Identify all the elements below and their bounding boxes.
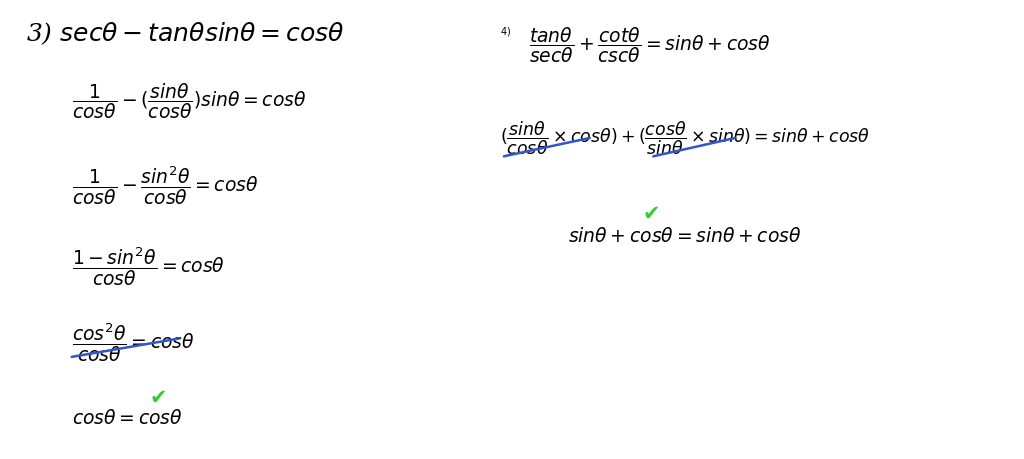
Text: $_{{4)}}$: $_{{4)}}$ bbox=[500, 25, 511, 39]
Text: $cos\theta = cos\theta$: $cos\theta = cos\theta$ bbox=[72, 408, 182, 427]
Text: $\dfrac{tan\theta}{sec\theta} + \dfrac{cot\theta}{csc\theta} = sin\theta + cos\t: $\dfrac{tan\theta}{sec\theta} + \dfrac{c… bbox=[529, 25, 771, 65]
Text: $\dfrac{cos^2\theta}{cos\theta} = cos\theta$: $\dfrac{cos^2\theta}{cos\theta} = cos\th… bbox=[72, 321, 195, 363]
Text: ✔: ✔ bbox=[642, 203, 660, 224]
Text: $\dfrac{1}{cos\theta} - (\dfrac{sin\theta}{cos\theta})sin\theta = cos\theta$: $\dfrac{1}{cos\theta} - (\dfrac{sin\thet… bbox=[72, 81, 306, 121]
Text: $sin\theta + cos\theta = sin\theta + cos\theta$: $sin\theta + cos\theta = sin\theta + cos… bbox=[568, 227, 802, 246]
Text: $\dfrac{1}{cos\theta} - \dfrac{sin^2\theta}{cos\theta} = cos\theta$: $\dfrac{1}{cos\theta} - \dfrac{sin^2\the… bbox=[72, 165, 258, 207]
Text: 3) $\mathit{sec\theta - tan\theta sin\theta = cos\theta}$: 3) $\mathit{sec\theta - tan\theta sin\th… bbox=[26, 21, 344, 47]
Text: $(\dfrac{sin\theta}{cos\theta} \times cos\theta) + (\dfrac{cos\theta}{sin\theta}: $(\dfrac{sin\theta}{cos\theta} \times co… bbox=[500, 119, 870, 157]
Text: $\dfrac{1 - sin^2\theta}{cos\theta} = cos\theta$: $\dfrac{1 - sin^2\theta}{cos\theta} = co… bbox=[72, 245, 225, 287]
Text: ✔: ✔ bbox=[150, 387, 168, 407]
